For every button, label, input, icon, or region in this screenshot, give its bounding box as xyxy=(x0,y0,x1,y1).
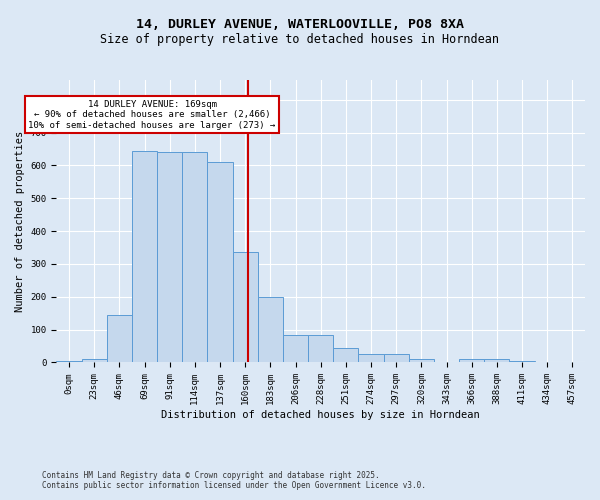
Bar xyxy=(56,361,82,362)
Text: 14, DURLEY AVENUE, WATERLOOVILLE, PO8 8XA: 14, DURLEY AVENUE, WATERLOOVILLE, PO8 8X… xyxy=(136,18,464,30)
Bar xyxy=(283,335,308,362)
Bar xyxy=(132,150,157,362)
Bar xyxy=(383,354,409,362)
Bar xyxy=(484,359,509,362)
Bar xyxy=(409,359,434,362)
Bar xyxy=(233,252,258,362)
Bar xyxy=(182,152,208,362)
Bar xyxy=(107,315,132,362)
Y-axis label: Number of detached properties: Number of detached properties xyxy=(15,130,25,312)
Bar xyxy=(333,348,358,362)
Bar xyxy=(157,152,182,362)
Text: Size of property relative to detached houses in Horndean: Size of property relative to detached ho… xyxy=(101,32,499,46)
Bar xyxy=(258,297,283,362)
X-axis label: Distribution of detached houses by size in Horndean: Distribution of detached houses by size … xyxy=(161,410,480,420)
Bar xyxy=(82,359,107,362)
Text: Contains HM Land Registry data © Crown copyright and database right 2025.
Contai: Contains HM Land Registry data © Crown c… xyxy=(42,470,426,490)
Bar xyxy=(358,354,383,362)
Bar xyxy=(509,361,535,362)
Text: 14 DURLEY AVENUE: 169sqm
← 90% of detached houses are smaller (2,466)
10% of sem: 14 DURLEY AVENUE: 169sqm ← 90% of detach… xyxy=(28,100,275,130)
Bar xyxy=(208,162,233,362)
Bar xyxy=(308,335,333,362)
Bar xyxy=(459,359,484,362)
